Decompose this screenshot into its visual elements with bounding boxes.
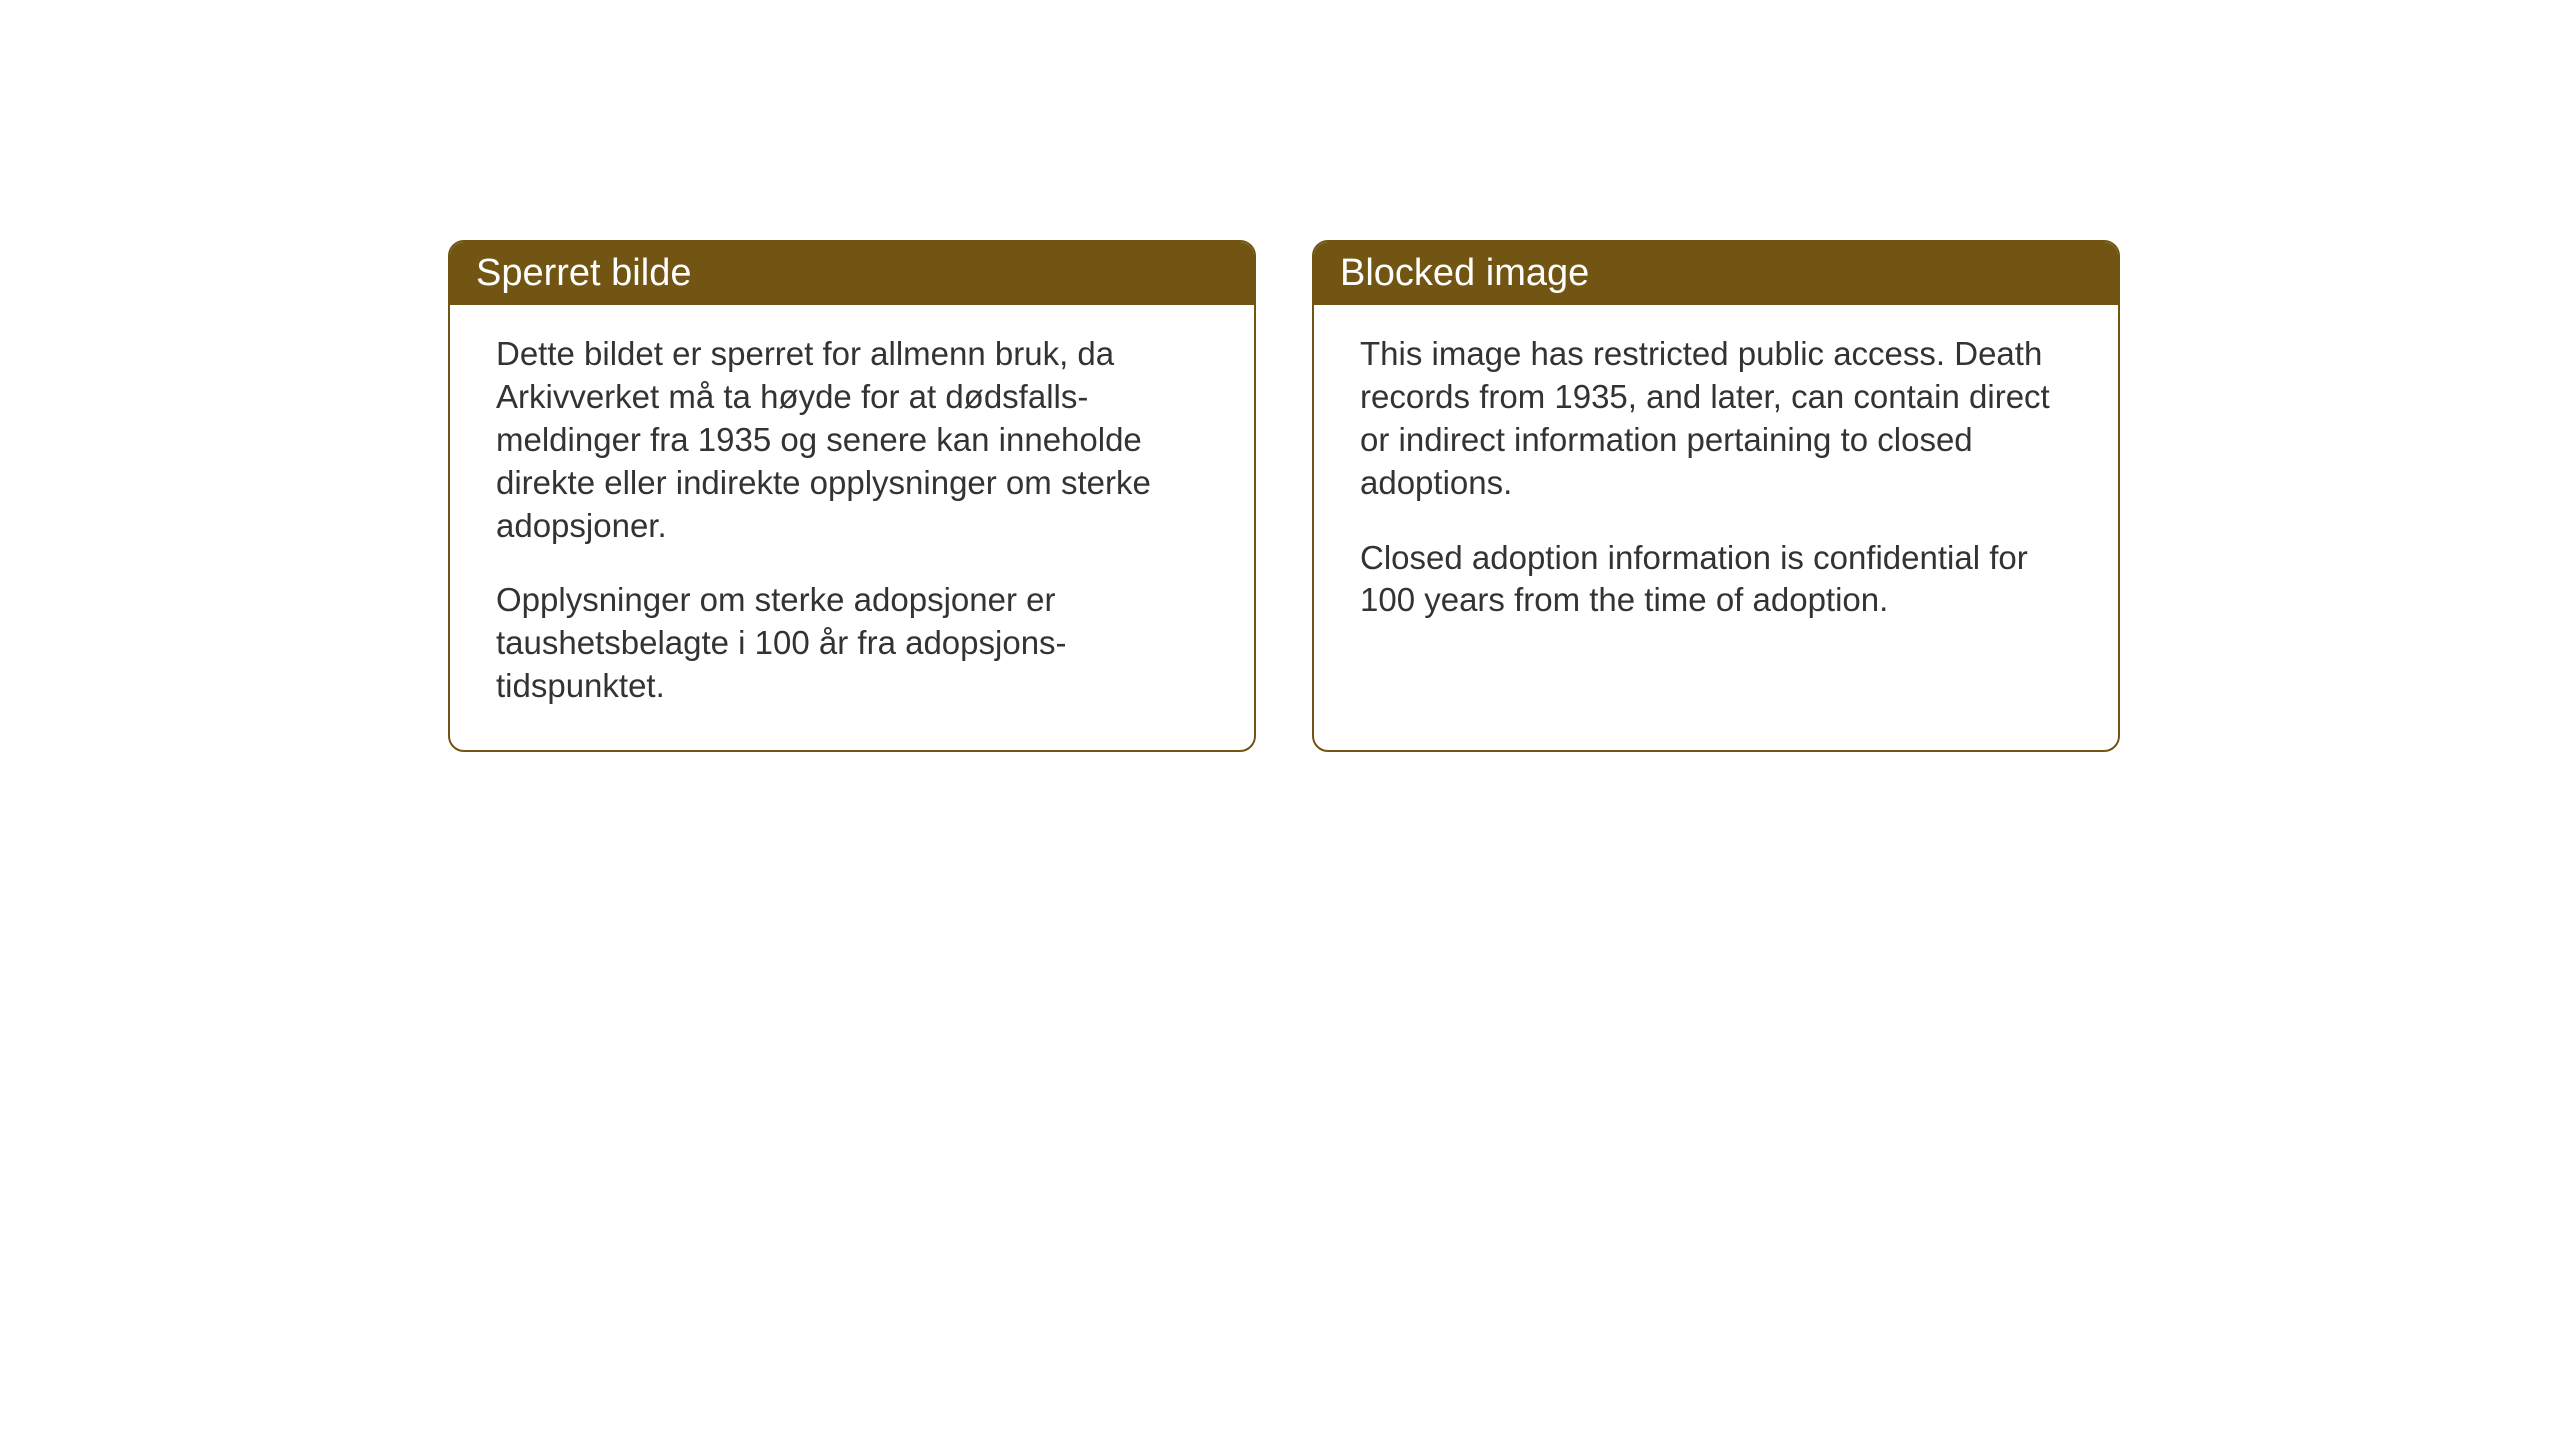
notice-body-english: This image has restricted public access.… bbox=[1314, 305, 2118, 662]
notice-header-english: Blocked image bbox=[1314, 242, 2118, 305]
notice-header-norwegian: Sperret bilde bbox=[450, 242, 1254, 305]
notice-paragraph-1-english: This image has restricted public access.… bbox=[1360, 333, 2072, 505]
notice-container: Sperret bilde Dette bildet er sperret fo… bbox=[448, 240, 2120, 752]
notice-body-norwegian: Dette bildet er sperret for allmenn bruk… bbox=[450, 305, 1254, 748]
notice-box-english: Blocked image This image has restricted … bbox=[1312, 240, 2120, 752]
notice-paragraph-2-english: Closed adoption information is confident… bbox=[1360, 537, 2072, 623]
notice-paragraph-2-norwegian: Opplysninger om sterke adopsjoner er tau… bbox=[496, 579, 1208, 708]
notice-box-norwegian: Sperret bilde Dette bildet er sperret fo… bbox=[448, 240, 1256, 752]
notice-paragraph-1-norwegian: Dette bildet er sperret for allmenn bruk… bbox=[496, 333, 1208, 547]
